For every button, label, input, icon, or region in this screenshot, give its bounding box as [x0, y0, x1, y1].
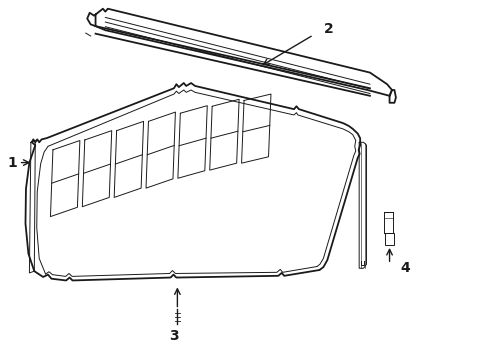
Text: 3: 3 — [169, 329, 179, 343]
Text: 2: 2 — [323, 22, 333, 36]
Text: 4: 4 — [401, 261, 411, 275]
Bar — [385, 233, 394, 245]
Text: 1: 1 — [7, 156, 17, 170]
